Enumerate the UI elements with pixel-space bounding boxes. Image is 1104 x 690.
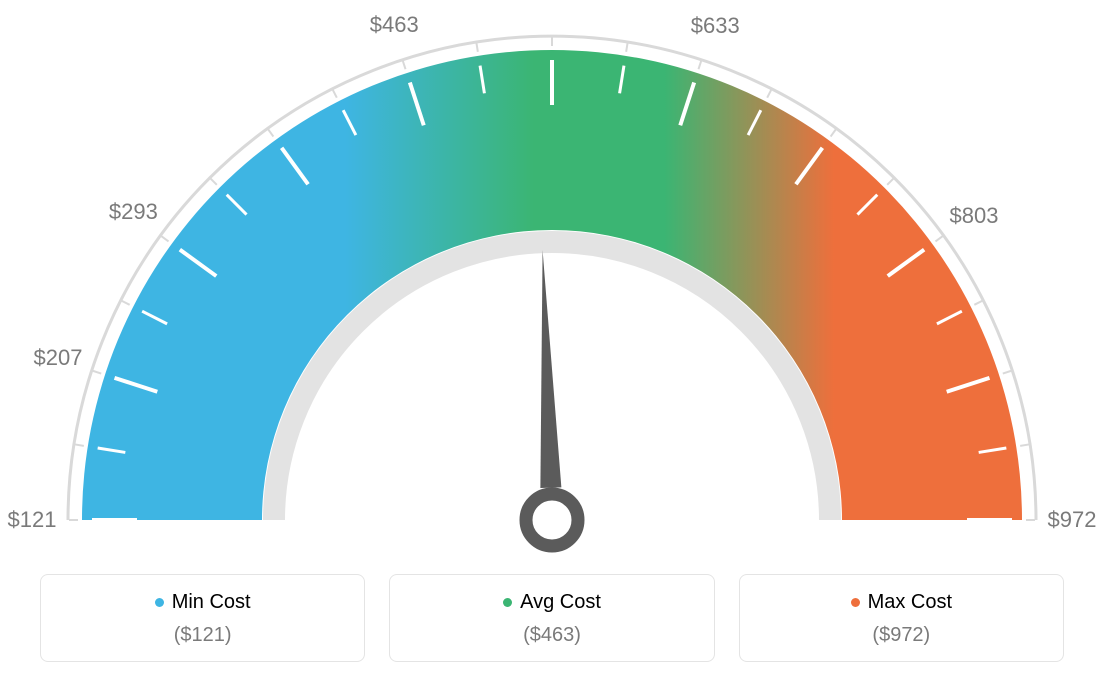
legend-title-max: Max Cost <box>851 591 952 614</box>
gauge-tick-label: $463 <box>370 12 419 38</box>
legend-label-max: Max Cost <box>868 591 952 614</box>
gauge-tick-label: $207 <box>34 345 83 371</box>
gauge-tick-label: $633 <box>691 13 740 39</box>
gauge-svg <box>0 0 1104 560</box>
legend-title-min: Min Cost <box>155 591 251 614</box>
gauge-tick-label: $803 <box>950 203 999 229</box>
legend-row: Min Cost ($121) Avg Cost ($463) Max Cost… <box>40 574 1064 662</box>
legend-card-avg: Avg Cost ($463) <box>389 574 714 662</box>
legend-value-max: ($972) <box>748 624 1055 647</box>
gauge-tick-label: $121 <box>8 507 57 533</box>
gauge-tick-label: $972 <box>1048 507 1097 533</box>
gauge-area: $121 $207 $293 $463 $633 $803 $972 <box>0 0 1104 560</box>
legend-value-avg: ($463) <box>398 624 705 647</box>
legend-dot-max <box>851 598 860 607</box>
cost-gauge-chart: $121 $207 $293 $463 $633 $803 $972 Min Cost ($… <box>0 0 1104 690</box>
legend-title-avg: Avg Cost <box>503 591 601 614</box>
legend-label-avg: Avg Cost <box>520 591 601 614</box>
legend-value-min: ($121) <box>49 624 356 647</box>
legend-label-min: Min Cost <box>172 591 251 614</box>
legend-dot-avg <box>503 598 512 607</box>
gauge-tick-label: $293 <box>109 199 158 225</box>
legend-card-max: Max Cost ($972) <box>739 574 1064 662</box>
legend-card-min: Min Cost ($121) <box>40 574 365 662</box>
legend-dot-min <box>155 598 164 607</box>
